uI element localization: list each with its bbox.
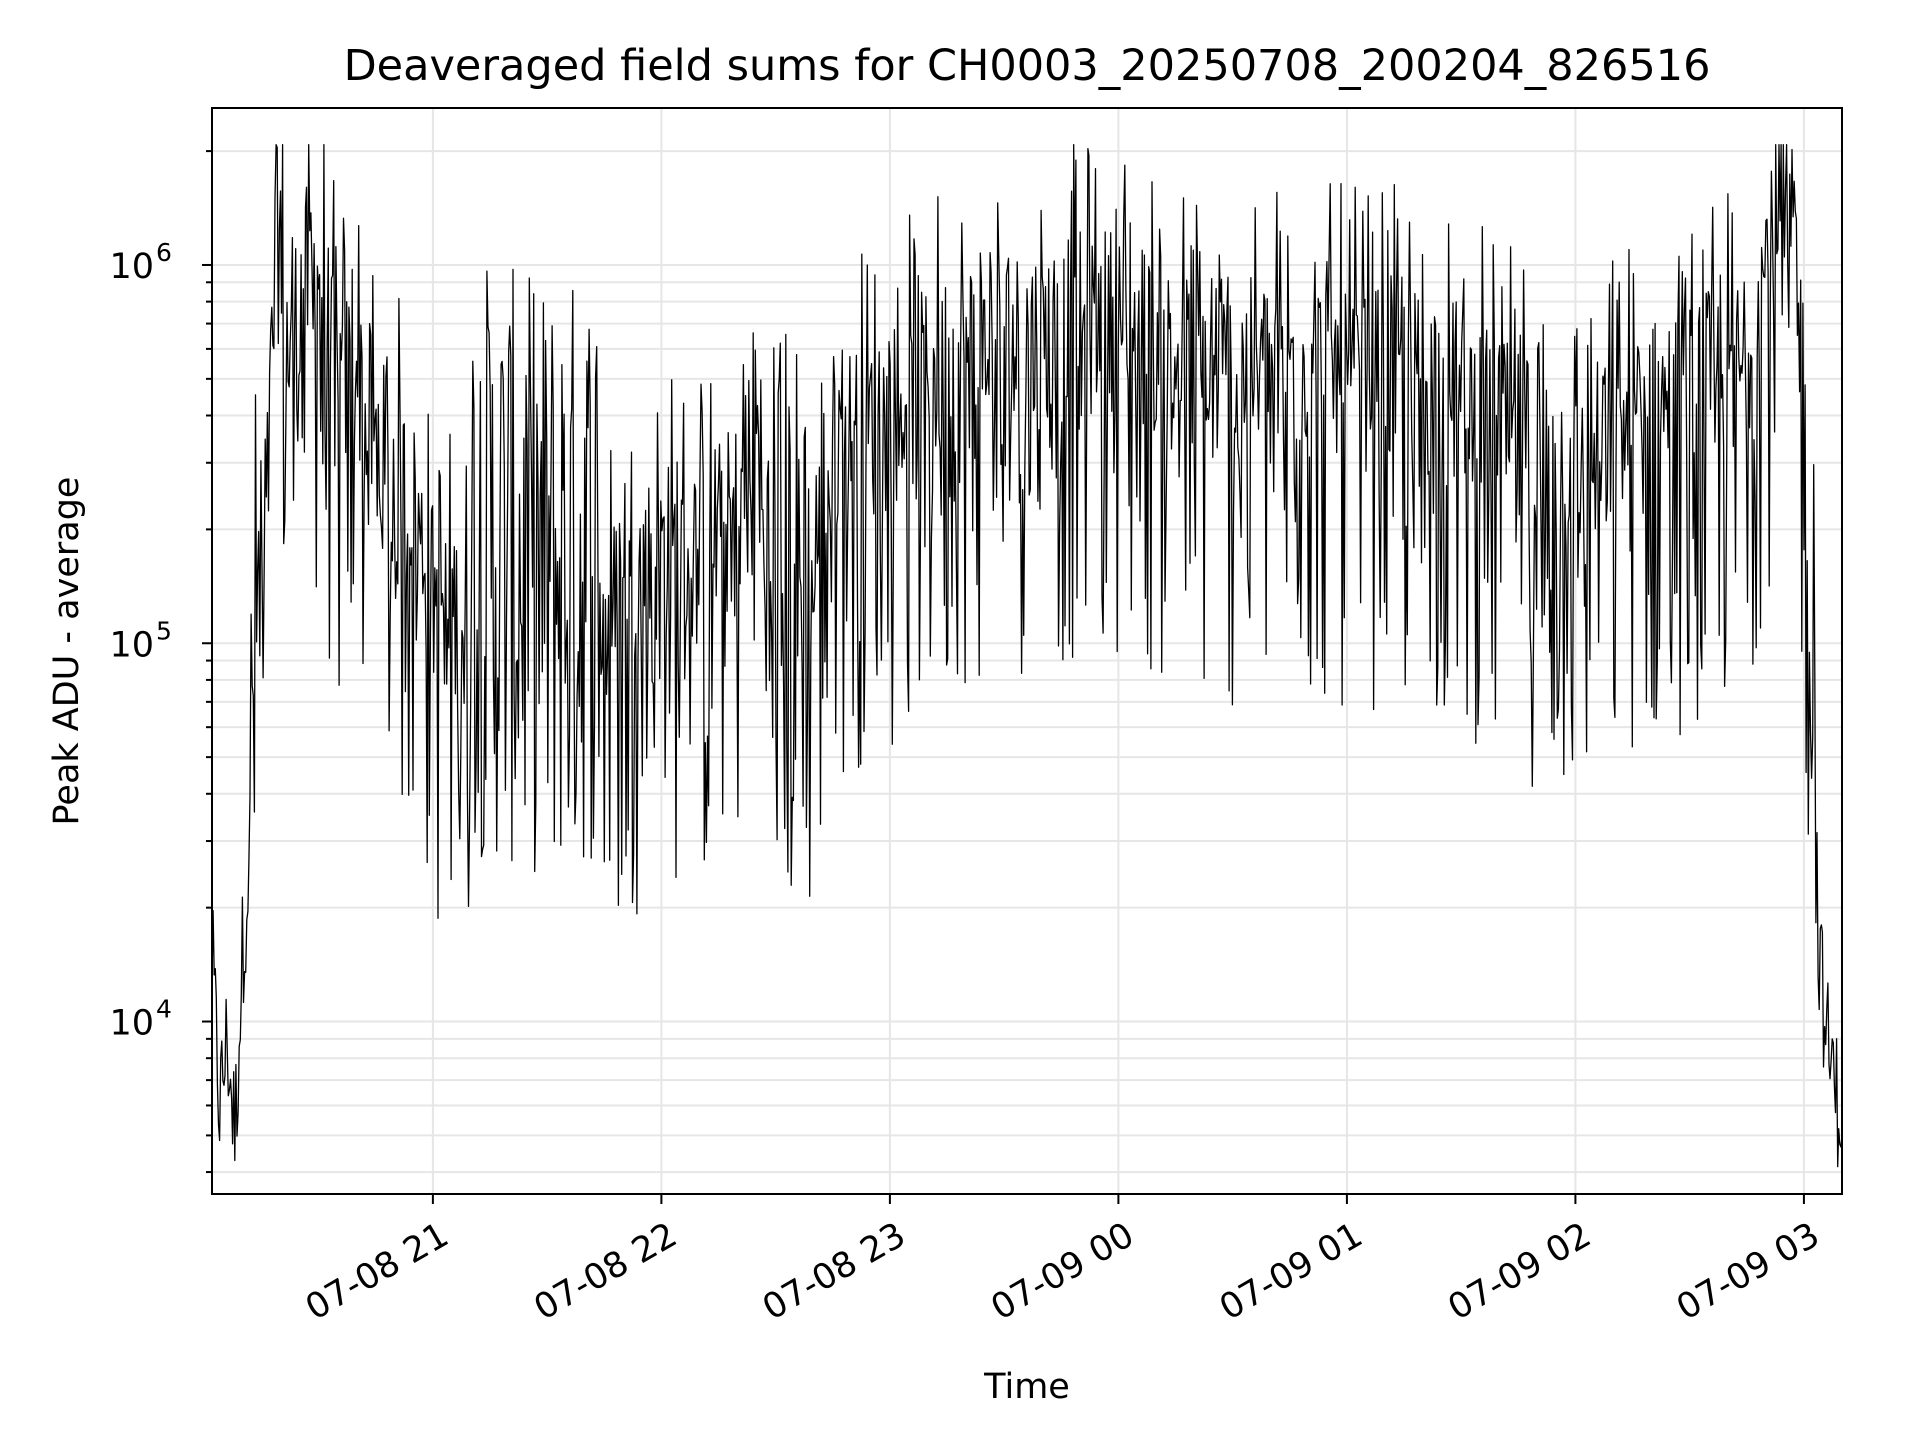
x-tick-label: 07-08 23 <box>756 1215 912 1328</box>
tick-layer: 07-08 21 07-08 22 07-08 23 07-09 00 07-09 01… <box>109 150 1826 1328</box>
y-tick-label-exponent: 5 <box>156 616 172 645</box>
plot-frame <box>211 107 1843 1195</box>
y-tick-label-base: 10 <box>109 625 154 665</box>
x-tick-label: 07-09 02 <box>1442 1215 1598 1328</box>
y-tick-label-exponent: 4 <box>156 995 172 1024</box>
y-axis-label: Peak ADU - average <box>47 477 87 826</box>
x-tick-label: 07-09 00 <box>985 1215 1141 1328</box>
series-line <box>211 144 1843 1168</box>
grid-layer <box>212 108 1842 1194</box>
x-axis-label: Time <box>983 1367 1070 1407</box>
chart-title: Deaveraged field sums for CH0003_2025070… <box>344 41 1711 91</box>
y-tick-label: 10 <box>109 625 154 665</box>
y-tick-label: 10 <box>109 1004 154 1044</box>
x-tick-label: 07-09 03 <box>1670 1215 1826 1328</box>
x-tick-label: 07-08 21 <box>299 1215 455 1328</box>
y-tick-label-exponent: 6 <box>156 238 172 267</box>
series-layer <box>211 144 1843 1168</box>
x-tick-label: 07-09 01 <box>1213 1215 1369 1328</box>
x-tick-label: 07-08 22 <box>528 1215 684 1328</box>
y-tick-label-base: 10 <box>109 247 154 287</box>
y-tick-label: 10 <box>109 247 154 287</box>
y-tick-label-base: 10 <box>109 1004 154 1044</box>
